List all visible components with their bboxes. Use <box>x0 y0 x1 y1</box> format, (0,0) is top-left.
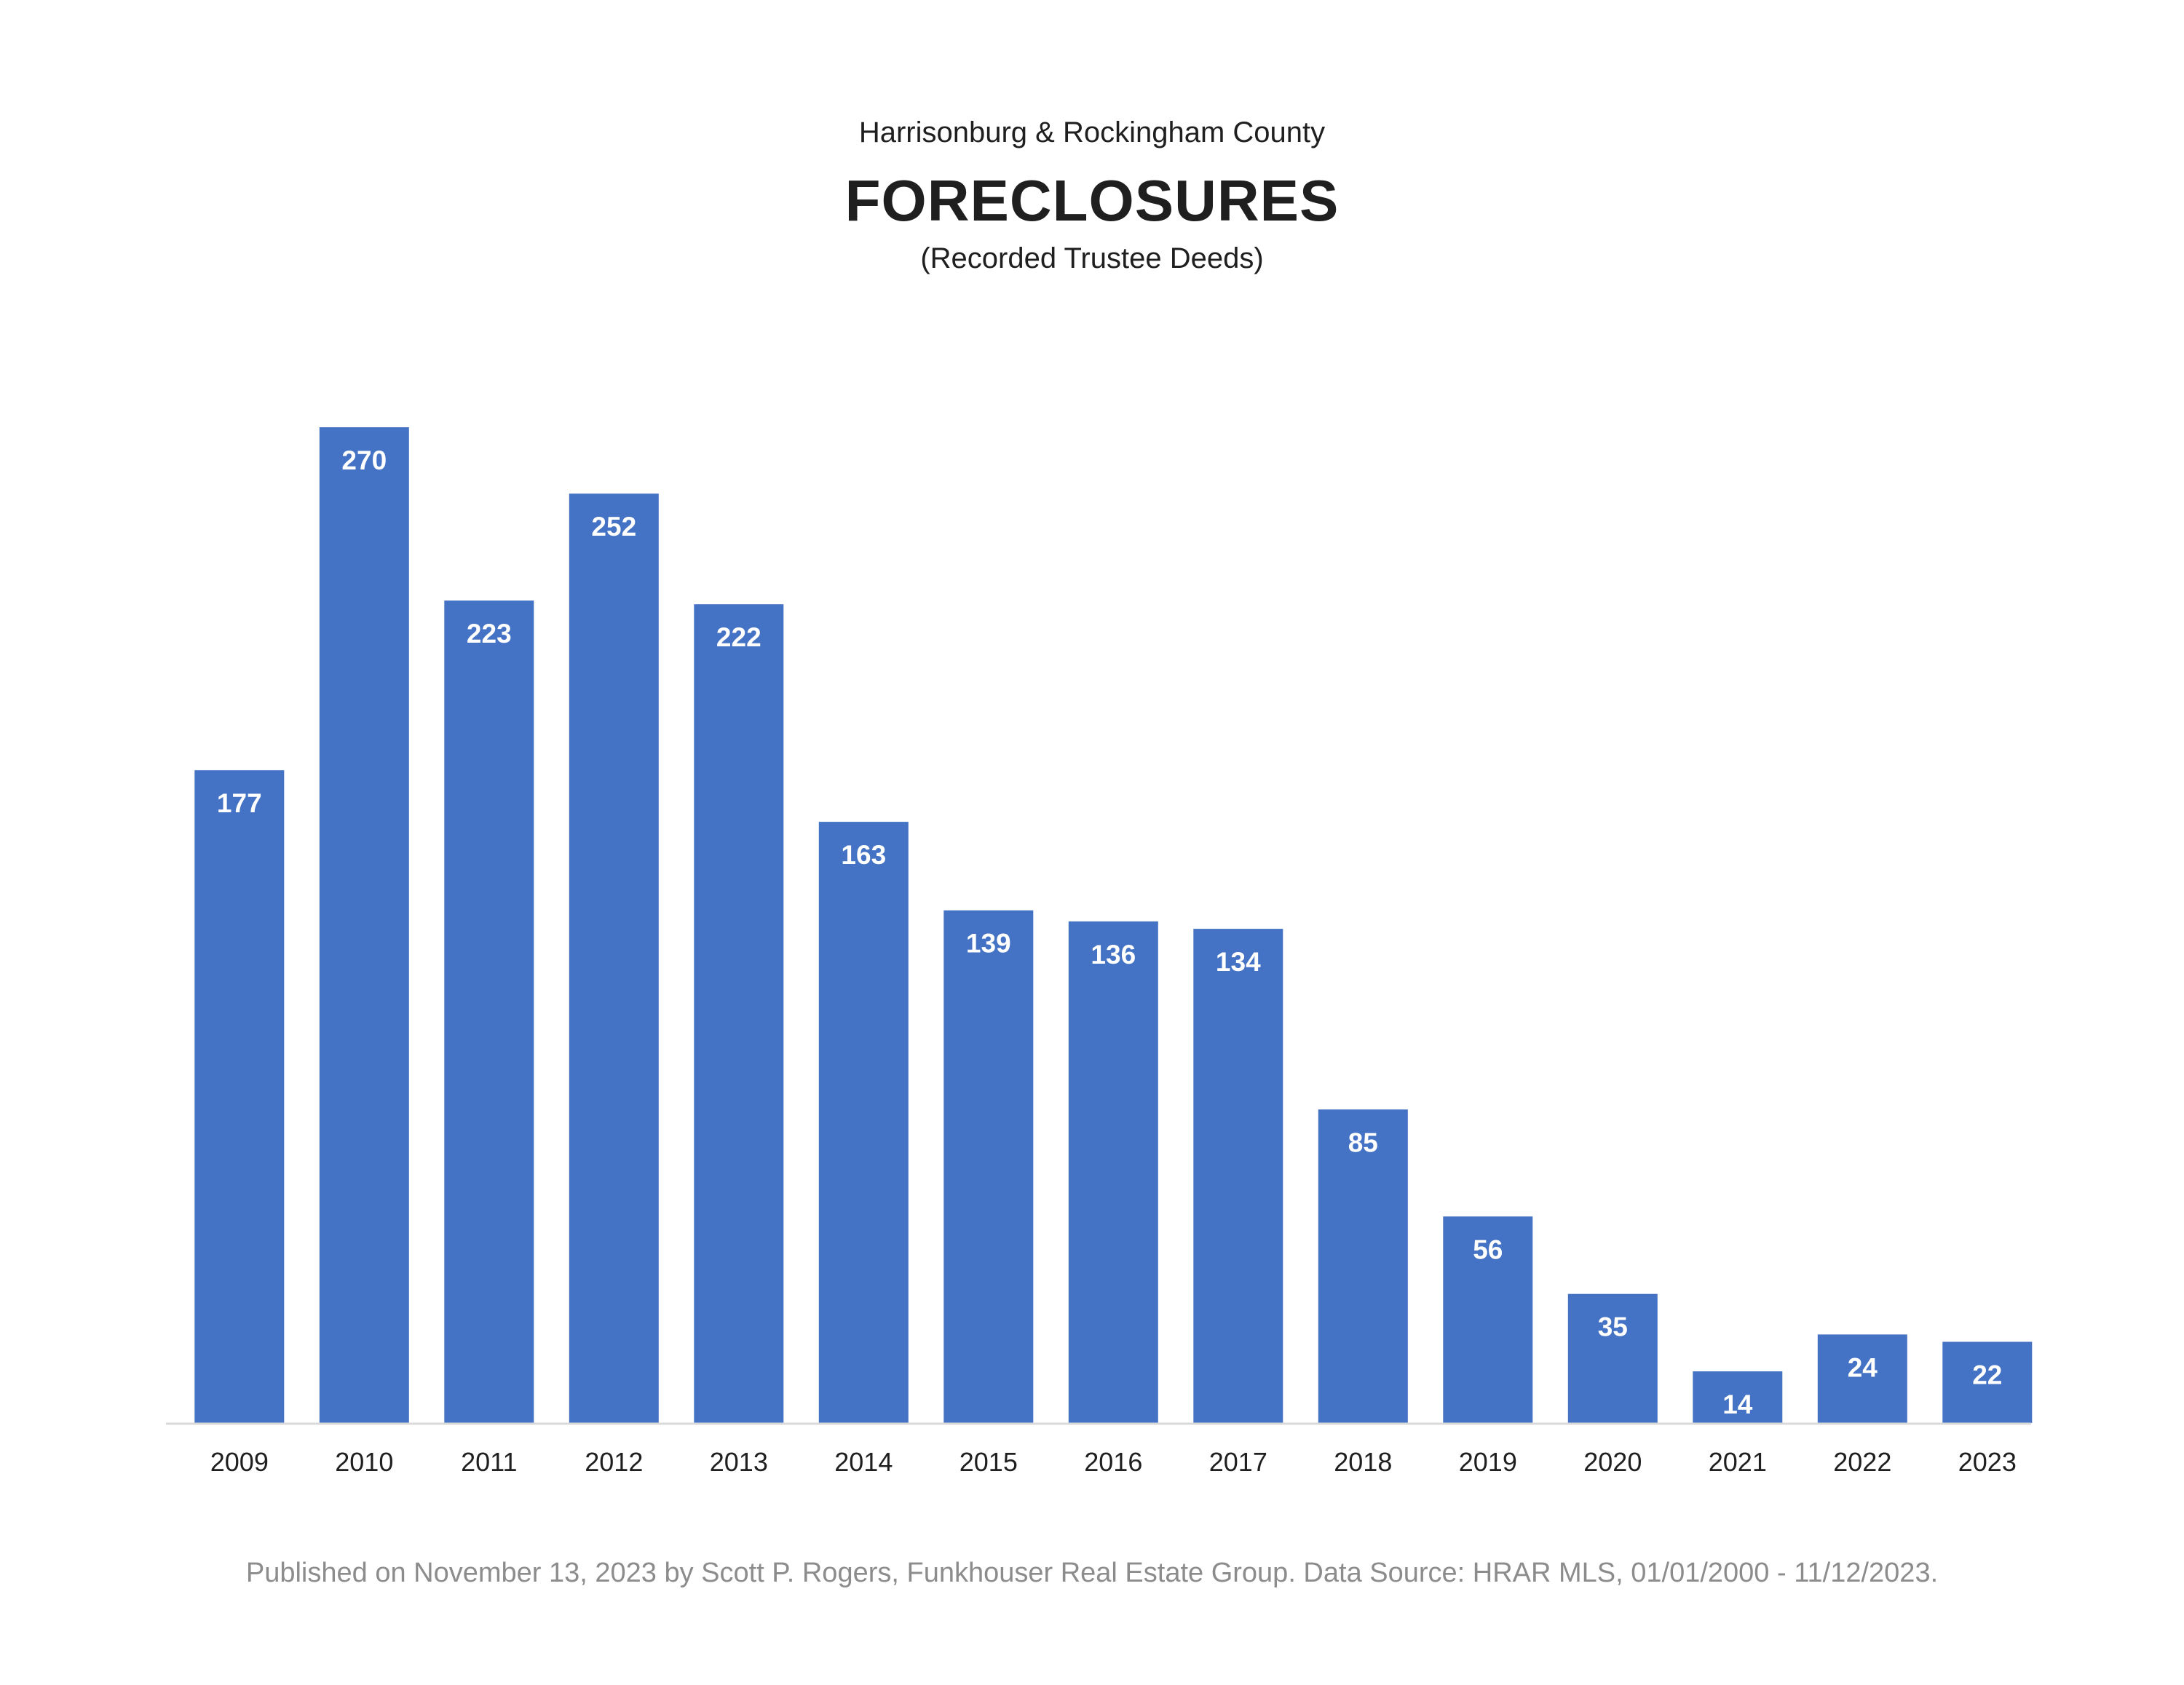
bar-2020 <box>1567 1293 1658 1423</box>
x-tick-label-2019: 2019 <box>1459 1447 1517 1477</box>
chart-subtitle: (Recorded Trustee Deeds) <box>920 242 1264 274</box>
x-tick-label-2020: 2020 <box>1583 1447 1642 1477</box>
bar-2016 <box>1068 921 1158 1423</box>
x-tick-label-2013: 2013 <box>710 1447 768 1477</box>
x-tick-label-2016: 2016 <box>1084 1447 1142 1477</box>
data-label-2012: 252 <box>591 512 636 542</box>
data-label-2009: 177 <box>217 788 262 818</box>
bar-2015 <box>943 910 1034 1423</box>
data-label-2019: 56 <box>1473 1234 1503 1264</box>
x-tick-label-2009: 2009 <box>210 1447 269 1477</box>
chart-title: FORECLOSURES <box>844 168 1340 233</box>
data-label-2018: 85 <box>1348 1127 1378 1157</box>
x-tick-label-2010: 2010 <box>335 1447 393 1477</box>
data-label-2013: 222 <box>716 622 761 652</box>
bar-2013 <box>694 604 784 1424</box>
data-label-2015: 139 <box>966 929 1011 959</box>
bar-2022 <box>1817 1334 1907 1423</box>
data-label-2011: 223 <box>467 619 512 649</box>
data-label-2010: 270 <box>341 445 387 475</box>
x-tick-label-2012: 2012 <box>585 1447 643 1477</box>
data-label-2020: 35 <box>1598 1312 1628 1342</box>
bar-2009 <box>194 770 285 1423</box>
data-label-2014: 163 <box>841 840 886 870</box>
x-tick-label-2023: 2023 <box>1958 1447 2017 1477</box>
x-tick-label-2021: 2021 <box>1709 1447 1767 1477</box>
data-label-2022: 24 <box>1848 1352 1878 1382</box>
x-tick-label-2015: 2015 <box>960 1447 1018 1477</box>
footer-note: Published on November 13, 2023 by Scott … <box>245 1558 1939 1588</box>
x-tick-label-2011: 2011 <box>461 1447 517 1477</box>
bar-2010 <box>319 427 409 1423</box>
bar-2011 <box>444 600 534 1423</box>
x-tick-labels-group: 2009 2010 2011 2012 2013 2014 2015 2016 2017 2018… <box>210 1447 2017 1477</box>
x-tick-label-2014: 2014 <box>834 1447 893 1477</box>
x-tick-label-2018: 2018 <box>1334 1447 1392 1477</box>
data-labels-group: 177 270 223 252 222 163 139 136 134 85 56 35 14 24 22 <box>217 445 2002 1419</box>
data-label-2023: 22 <box>1972 1360 2002 1390</box>
chart-pretitle: Harrisonburg & Rockingham County <box>858 116 1326 148</box>
x-tick-label-2022: 2022 <box>1833 1447 1891 1477</box>
bar-2017 <box>1193 929 1283 1423</box>
data-label-2021: 14 <box>1722 1389 1753 1419</box>
bars-group <box>194 427 2033 1424</box>
bar-2021 <box>1693 1371 1783 1423</box>
bar-2018 <box>1318 1109 1408 1423</box>
data-label-2017: 134 <box>1216 947 1261 977</box>
x-tick-label-2017: 2017 <box>1209 1447 1267 1477</box>
bar-2012 <box>569 493 659 1424</box>
bar-2019 <box>1443 1216 1533 1423</box>
bar-2023 <box>1942 1341 2033 1423</box>
data-label-2016: 136 <box>1091 940 1136 970</box>
bar-2014 <box>818 822 909 1423</box>
